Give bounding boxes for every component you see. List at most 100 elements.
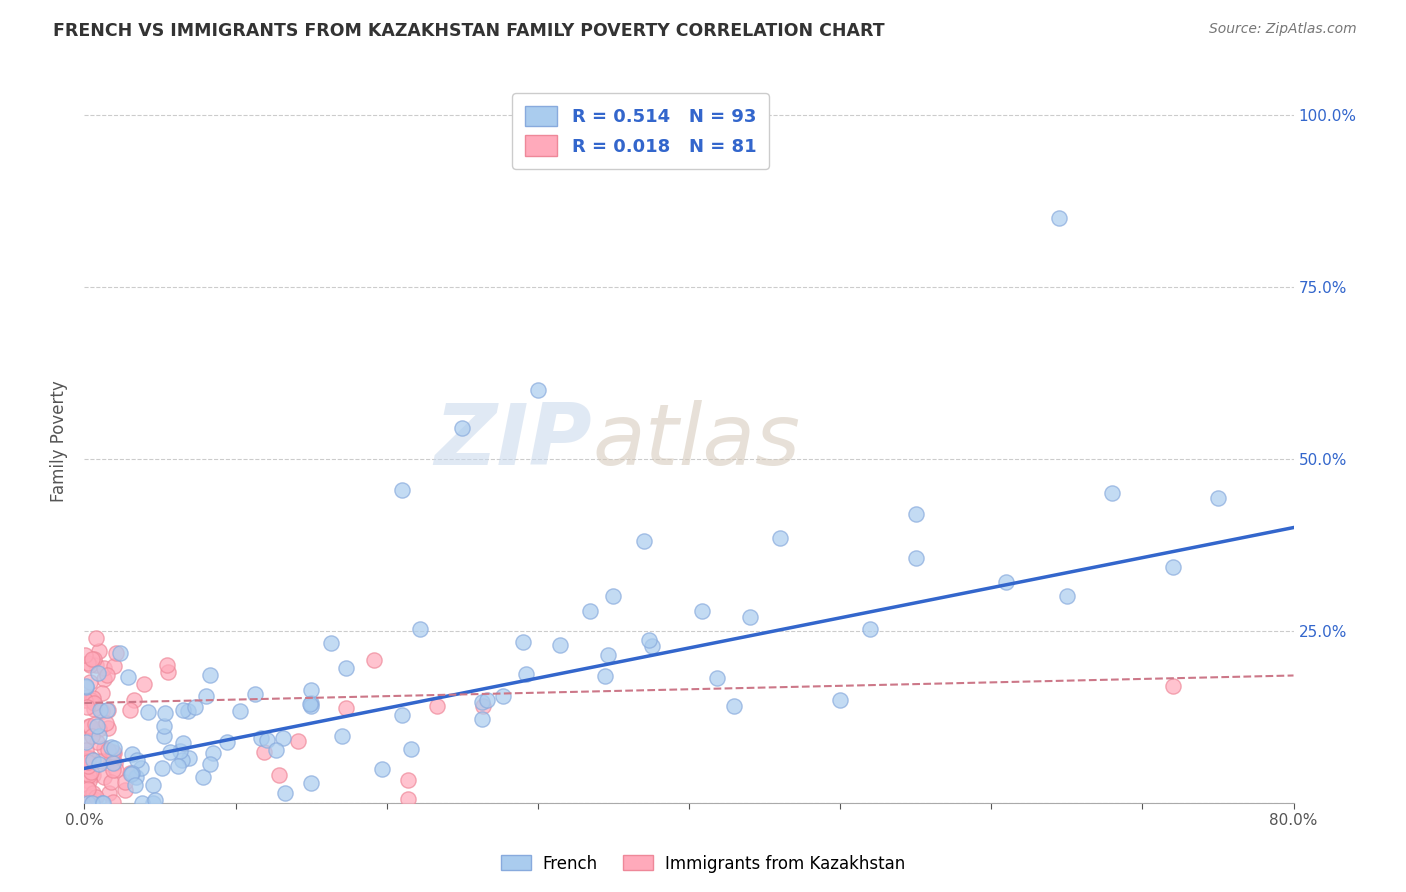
- Point: [75, 693, 97, 707]
- Point: [103, 745, 125, 759]
- Point: [598, 648, 620, 662]
- Point: [859, 622, 882, 636]
- Point: [86, 735, 108, 749]
- Point: [93, 661, 115, 675]
- Point: [391, 483, 413, 497]
- Point: [1206, 491, 1229, 506]
- Point: [75, 648, 97, 663]
- Point: [77, 773, 100, 788]
- Point: [723, 699, 745, 714]
- Point: [633, 534, 655, 549]
- Point: [637, 633, 659, 648]
- Point: [125, 753, 148, 767]
- Text: Source: ZipAtlas.com: Source: ZipAtlas.com: [1209, 22, 1357, 37]
- Point: [492, 690, 515, 704]
- Point: [471, 713, 494, 727]
- Point: [124, 770, 146, 784]
- Point: [108, 646, 131, 660]
- Point: [93, 741, 115, 756]
- Point: [97, 721, 120, 735]
- Point: [80, 692, 103, 706]
- Point: [105, 646, 128, 660]
- Point: [299, 698, 322, 713]
- Point: [114, 775, 136, 789]
- Point: [396, 772, 419, 787]
- Point: [96, 703, 118, 717]
- Point: [256, 733, 278, 747]
- Point: [96, 668, 118, 682]
- Point: [77, 756, 100, 770]
- Text: FRENCH VS IMMIGRANTS FROM KAZAKHSTAN FAMILY POVERTY CORRELATION CHART: FRENCH VS IMMIGRANTS FROM KAZAKHSTAN FAM…: [53, 22, 884, 40]
- Point: [515, 666, 537, 681]
- Point: [83, 701, 105, 715]
- Point: [153, 718, 176, 732]
- Point: [103, 746, 125, 760]
- Point: [104, 763, 127, 777]
- Point: [472, 698, 495, 713]
- Point: [198, 668, 221, 682]
- Point: [150, 761, 173, 775]
- Point: [215, 735, 238, 749]
- Point: [77, 758, 100, 772]
- Point: [198, 757, 221, 772]
- Point: [195, 689, 218, 703]
- Point: [104, 756, 127, 771]
- Point: [90, 796, 112, 810]
- Point: [641, 640, 664, 654]
- Point: [120, 703, 142, 717]
- Point: [82, 767, 104, 781]
- Point: [121, 747, 143, 762]
- Point: [77, 781, 100, 796]
- Point: [122, 693, 145, 707]
- Point: [426, 698, 449, 713]
- Point: [103, 741, 125, 756]
- Point: [156, 665, 179, 679]
- Point: [177, 704, 200, 718]
- Point: [243, 687, 266, 701]
- Point: [299, 683, 322, 698]
- Point: [77, 789, 100, 804]
- Point: [527, 383, 550, 397]
- Point: [321, 635, 343, 649]
- Point: [166, 759, 188, 773]
- Point: [93, 770, 115, 784]
- Point: [264, 743, 287, 757]
- Point: [75, 734, 97, 748]
- Point: [253, 745, 276, 759]
- Point: [391, 708, 413, 723]
- Legend: French, Immigrants from Kazakhstan: French, Immigrants from Kazakhstan: [495, 848, 911, 880]
- Point: [169, 744, 191, 758]
- Point: [75, 679, 97, 693]
- Point: [287, 733, 309, 747]
- Point: [96, 703, 118, 717]
- Point: [593, 668, 616, 682]
- Point: [96, 743, 118, 757]
- Point: [83, 717, 105, 731]
- Point: [77, 657, 100, 671]
- Text: ZIP: ZIP: [434, 400, 592, 483]
- Point: [77, 751, 100, 765]
- Point: [76, 700, 98, 714]
- Point: [250, 731, 273, 746]
- Point: [75, 680, 97, 694]
- Point: [399, 741, 422, 756]
- Point: [87, 757, 110, 772]
- Legend: R = 0.514   N = 93, R = 0.018   N = 81: R = 0.514 N = 93, R = 0.018 N = 81: [512, 93, 769, 169]
- Point: [475, 692, 498, 706]
- Point: [80, 765, 103, 780]
- Point: [409, 622, 432, 636]
- Point: [170, 753, 193, 767]
- Point: [98, 786, 121, 800]
- Point: [370, 763, 392, 777]
- Point: [82, 786, 104, 800]
- Point: [706, 671, 728, 685]
- Point: [1161, 560, 1184, 574]
- Point: [1056, 589, 1078, 603]
- Point: [100, 775, 122, 789]
- Point: [273, 731, 295, 745]
- Point: [89, 644, 111, 658]
- Point: [269, 768, 291, 782]
- Point: [87, 665, 110, 680]
- Point: [124, 778, 146, 792]
- Point: [904, 507, 927, 521]
